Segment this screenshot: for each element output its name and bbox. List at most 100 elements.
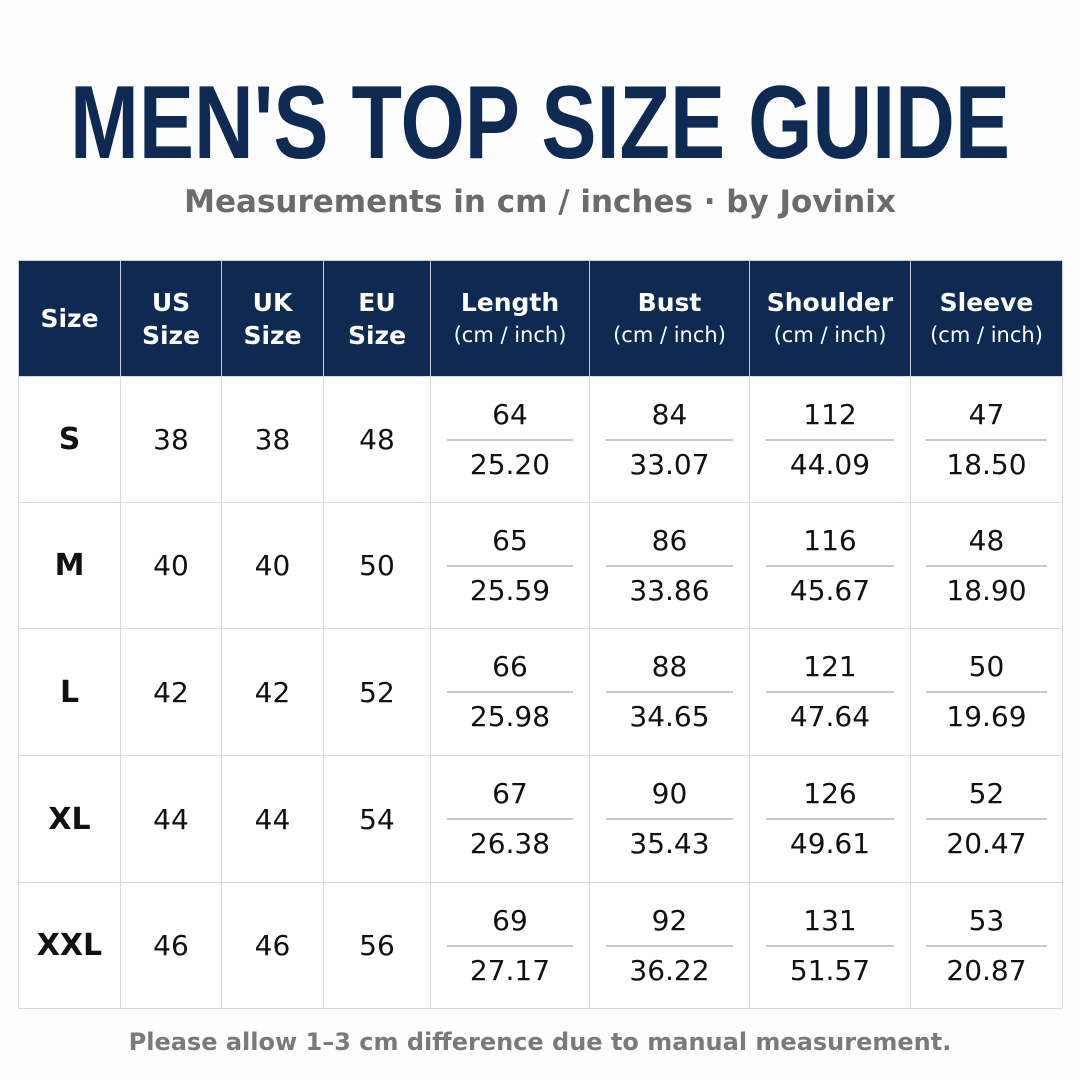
column-name: US Size <box>141 287 201 350</box>
cm-value: 121 <box>803 650 857 683</box>
divider <box>446 438 574 441</box>
divider <box>926 564 1047 567</box>
header-cell: Sleeve (cm / inch) <box>910 260 1063 377</box>
cm-value: 90 <box>651 777 688 810</box>
table-cell: 47 18.50 <box>910 376 1063 503</box>
measure-pair: 66 25.98 <box>431 643 589 741</box>
table-cell: 53 20.87 <box>910 882 1063 1009</box>
table-cell: 48 <box>323 376 431 503</box>
size-value: 44 <box>153 802 189 836</box>
table-cell: 69 27.17 <box>430 882 590 1009</box>
table-cell: L <box>18 628 121 756</box>
table-cell: 50 19.69 <box>910 628 1063 756</box>
column-name: Sleeve <box>939 287 1034 317</box>
inch-value: 35.43 <box>629 827 710 860</box>
inch-value: 25.98 <box>469 700 551 733</box>
column-name: Bust <box>637 287 702 317</box>
inch-value: 33.07 <box>629 447 710 481</box>
table-cell: 46 <box>120 882 222 1009</box>
cm-value: 69 <box>492 903 528 937</box>
measure-pair: 65 25.59 <box>431 517 589 615</box>
table-cell: 42 <box>221 628 324 756</box>
divider <box>926 944 1047 947</box>
column-unit: (cm / inch) <box>613 322 726 347</box>
table-cell: 116 45.67 <box>749 502 911 629</box>
size-label: XL <box>48 801 91 837</box>
inch-value: 44.09 <box>789 447 871 481</box>
column-name: Length <box>460 287 560 317</box>
title-box: MEN'S TOP SIZE GUIDE <box>70 65 1010 180</box>
size-value: 44 <box>254 802 291 836</box>
inch-value: 51.57 <box>789 953 871 987</box>
divider <box>446 944 574 947</box>
table-cell: 50 <box>323 502 431 629</box>
inch-value: 34.65 <box>629 700 710 733</box>
table-cell: 84 33.07 <box>589 376 750 503</box>
cm-value: 86 <box>651 523 688 557</box>
column-name: EU Size <box>347 287 407 350</box>
cm-value: 53 <box>968 903 1005 937</box>
column-unit: (cm / inch) <box>453 322 567 347</box>
table-cell: 65 25.59 <box>430 502 590 629</box>
table-cell: XL <box>18 755 121 883</box>
measure-pair: 47 18.50 <box>911 391 1062 489</box>
table-cell: S <box>18 376 121 503</box>
table-cell: 56 <box>323 882 431 1009</box>
inch-value: 19.69 <box>946 700 1027 733</box>
inch-value: 20.47 <box>946 827 1027 860</box>
divider <box>446 818 574 820</box>
table-cell: 54 <box>323 755 431 883</box>
inch-value: 26.38 <box>469 827 551 860</box>
inch-value: 25.59 <box>469 573 551 607</box>
divider <box>926 691 1047 693</box>
divider <box>766 944 894 947</box>
measure-pair: 112 44.09 <box>750 391 910 489</box>
cm-value: 84 <box>651 397 688 431</box>
inch-value: 33.86 <box>629 573 710 607</box>
table-cell: 88 34.65 <box>589 628 750 756</box>
column-name: Shoulder <box>766 287 894 317</box>
table-cell: 48 18.90 <box>910 502 1063 629</box>
inch-value: 18.50 <box>946 447 1027 481</box>
size-label: M <box>54 548 85 583</box>
header-cell: Size <box>18 260 121 377</box>
table-cell: 66 25.98 <box>430 628 590 756</box>
measure-pair: 69 27.17 <box>431 897 589 995</box>
cm-value: 92 <box>651 903 688 937</box>
divider <box>446 564 574 567</box>
header-cell: US Size <box>120 260 222 377</box>
table-cell: 64 25.20 <box>430 376 590 503</box>
measure-pair: 86 33.86 <box>590 517 749 615</box>
divider <box>926 818 1047 820</box>
header-cell: Bust (cm / inch) <box>589 260 750 377</box>
divider <box>605 691 734 693</box>
divider <box>446 691 574 693</box>
divider <box>766 818 894 820</box>
table-cell: 126 49.61 <box>749 755 911 883</box>
table-cell: 52 <box>323 628 431 756</box>
divider <box>766 564 894 567</box>
divider <box>605 564 734 567</box>
cm-value: 88 <box>651 650 688 683</box>
cm-value: 116 <box>803 523 857 557</box>
size-value: 56 <box>359 929 395 962</box>
divider <box>605 438 734 441</box>
footer-note: Please allow 1–3 cm difference due to ma… <box>128 1028 952 1056</box>
divider <box>766 438 894 441</box>
title: MEN'S TOP SIZE GUIDE <box>70 65 1010 180</box>
size-table: Size US Size UK Size EU Size Length (cm / inc… <box>18 260 1063 1009</box>
size-value: 52 <box>359 675 395 709</box>
size-value: 46 <box>254 929 291 962</box>
measure-pair: 131 51.57 <box>750 897 910 995</box>
cm-value: 48 <box>968 523 1005 557</box>
table-cell: 38 <box>120 376 222 503</box>
subtitle: Measurements in cm / inches · by Jovinix <box>184 184 896 220</box>
divider <box>605 818 734 820</box>
column-unit: (cm / inch) <box>773 322 887 347</box>
size-label: XXL <box>36 928 103 963</box>
size-label: S <box>58 422 81 457</box>
table-cell: 121 47.64 <box>749 628 911 756</box>
measure-pair: 88 34.65 <box>590 643 749 741</box>
size-value: 48 <box>359 423 395 456</box>
